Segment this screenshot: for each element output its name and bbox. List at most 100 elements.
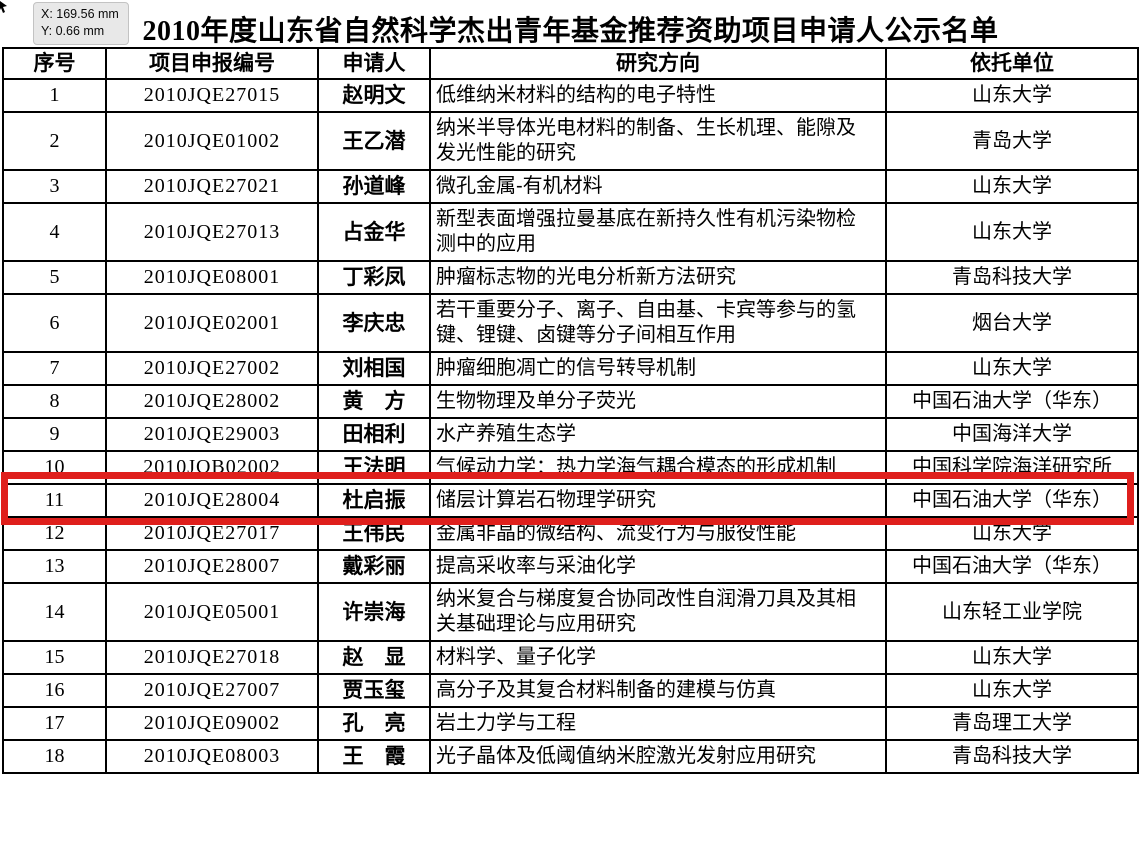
cell-institution: 山东大学 <box>885 78 1139 113</box>
table-row[interactable]: 2 2010JQE01002 王乙潜 纳米半导体光电材料的制备、生长机理、能隙及… <box>2 111 1139 171</box>
cell-serial-number: 7 <box>2 351 107 386</box>
cell-research-area: 高分子及其复合材料制备的建模与仿真 <box>429 673 887 708</box>
cell-project-code: 2010JQE28004 <box>105 483 319 518</box>
cell-serial-number: 1 <box>2 78 107 113</box>
column-header-research: 研究方向 <box>429 47 887 80</box>
cell-applicant-name: 王乙潜 <box>317 111 431 171</box>
cell-institution: 山东大学 <box>885 640 1139 675</box>
cell-applicant-name: 刘相国 <box>317 351 431 386</box>
cell-institution: 中国石油大学（华东） <box>885 549 1139 584</box>
cell-institution: 青岛科技大学 <box>885 739 1139 774</box>
cell-serial-number: 18 <box>2 739 107 774</box>
cell-institution: 青岛大学 <box>885 111 1139 171</box>
cell-institution: 山东大学 <box>885 673 1139 708</box>
table-row[interactable]: 3 2010JQE27021 孙道峰 微孔金属-有机材料 山东大学 <box>2 169 1139 204</box>
cell-applicant-name: 王伟民 <box>317 516 431 551</box>
cell-research-area: 储层计算岩石物理学研究 <box>429 483 887 518</box>
cell-project-code: 2010JQE27018 <box>105 640 319 675</box>
table-row[interactable]: 8 2010JQE28002 黄 方 生物物理及单分子荧光 中国石油大学（华东） <box>2 384 1139 419</box>
cell-project-code: 2010JQE01002 <box>105 111 319 171</box>
table-row[interactable]: 4 2010JQE27013 占金华 新型表面增强拉曼基底在新持久性有机污染物检… <box>2 202 1139 262</box>
cell-serial-number: 6 <box>2 293 107 353</box>
cell-applicant-name: 李庆忠 <box>317 293 431 353</box>
applicants-table: 序号 项目申报编号 申请人 研究方向 依托单位 1 2010JQE27015 赵… <box>2 47 1139 774</box>
table-row[interactable]: 14 2010JQE05001 许崇海 纳米复合与梯度复合协同改性自润滑刀具及其… <box>2 582 1139 642</box>
cell-research-area: 纳米半导体光电材料的制备、生长机理、能隙及发光性能的研究 <box>429 111 887 171</box>
table-header-row: 序号 项目申报编号 申请人 研究方向 依托单位 <box>2 47 1139 80</box>
cell-project-code: 2010JQE27007 <box>105 673 319 708</box>
cell-serial-number: 2 <box>2 111 107 171</box>
cell-serial-number: 17 <box>2 706 107 741</box>
cell-institution: 山东大学 <box>885 516 1139 551</box>
cell-serial-number: 16 <box>2 673 107 708</box>
coordinate-tooltip: X: 169.56 mm Y: 0.66 mm <box>33 2 129 45</box>
table-row[interactable]: 13 2010JQE28007 戴彩丽 提高采收率与采油化学 中国石油大学（华东… <box>2 549 1139 584</box>
cell-serial-number: 11 <box>2 483 107 518</box>
column-header-no: 序号 <box>2 47 107 80</box>
cell-research-area: 低维纳米材料的结构的电子特性 <box>429 78 887 113</box>
cell-institution: 烟台大学 <box>885 293 1139 353</box>
cell-project-code: 2010JQE05001 <box>105 582 319 642</box>
table-row[interactable]: 7 2010JQE27002 刘相国 肿瘤细胞凋亡的信号转导机制 山东大学 <box>2 351 1139 386</box>
cell-research-area: 岩土力学与工程 <box>429 706 887 741</box>
cell-research-area: 光子晶体及低阈值纳米腔激光发射应用研究 <box>429 739 887 774</box>
tooltip-x-value: X: 169.56 mm <box>41 7 119 21</box>
cell-serial-number: 4 <box>2 202 107 262</box>
cell-research-area: 新型表面增强拉曼基底在新持久性有机污染物检测中的应用 <box>429 202 887 262</box>
cell-institution: 青岛理工大学 <box>885 706 1139 741</box>
cell-institution: 中国海洋大学 <box>885 417 1139 452</box>
cell-institution: 青岛科技大学 <box>885 260 1139 295</box>
cell-research-area: 若干重要分子、离子、自由基、卡宾等参与的氢键、锂键、卤键等分子间相互作用 <box>429 293 887 353</box>
cell-project-code: 2010JQE29003 <box>105 417 319 452</box>
cell-project-code: 2010JQE27015 <box>105 78 319 113</box>
cell-project-code: 2010JQE02001 <box>105 293 319 353</box>
cell-research-area: 金属非晶的微结构、流变行为与服役性能 <box>429 516 887 551</box>
cell-applicant-name: 许崇海 <box>317 582 431 642</box>
cell-serial-number: 8 <box>2 384 107 419</box>
cell-project-code: 2010JQB02002 <box>105 450 319 485</box>
table-row[interactable]: 15 2010JQE27018 赵 显 材料学、量子化学 山东大学 <box>2 640 1139 675</box>
cell-applicant-name: 丁彩凤 <box>317 260 431 295</box>
table-row[interactable]: 1 2010JQE27015 赵明文 低维纳米材料的结构的电子特性 山东大学 <box>2 78 1139 113</box>
cell-project-code: 2010JQE27013 <box>105 202 319 262</box>
cell-applicant-name: 王 霞 <box>317 739 431 774</box>
cell-institution: 中国科学院海洋研究所 <box>885 450 1139 485</box>
cell-applicant-name: 孔 亮 <box>317 706 431 741</box>
tooltip-y-value: Y: 0.66 mm <box>41 23 105 38</box>
cell-project-code: 2010JQE27002 <box>105 351 319 386</box>
table-body: 1 2010JQE27015 赵明文 低维纳米材料的结构的电子特性 山东大学 2… <box>2 78 1139 774</box>
cell-applicant-name: 占金华 <box>317 202 431 262</box>
cell-applicant-name: 孙道峰 <box>317 169 431 204</box>
cell-research-area: 生物物理及单分子荧光 <box>429 384 887 419</box>
cell-institution: 山东大学 <box>885 351 1139 386</box>
cell-project-code: 2010JQE27017 <box>105 516 319 551</box>
table-row[interactable]: 10 2010JQB02002 王法明 气候动力学：热力学海气耦合模态的形成机制… <box>2 450 1139 485</box>
cell-applicant-name: 赵 显 <box>317 640 431 675</box>
cell-serial-number: 13 <box>2 549 107 584</box>
cell-serial-number: 10 <box>2 450 107 485</box>
cell-research-area: 纳米复合与梯度复合协同改性自润滑刀具及其相关基础理论与应用研究 <box>429 582 887 642</box>
cell-project-code: 2010JQE28007 <box>105 549 319 584</box>
cell-project-code: 2010JQE08003 <box>105 739 319 774</box>
cell-research-area: 微孔金属-有机材料 <box>429 169 887 204</box>
cell-institution: 山东大学 <box>885 169 1139 204</box>
table-row[interactable]: 12 2010JQE27017 王伟民 金属非晶的微结构、流变行为与服役性能 山… <box>2 516 1139 551</box>
page-title: 2010年度山东省自然科学杰出青年基金推荐资助项目申请人公示名单 <box>142 16 999 47</box>
table-row[interactable]: 17 2010JQE09002 孔 亮 岩土力学与工程 青岛理工大学 <box>2 706 1139 741</box>
cell-serial-number: 9 <box>2 417 107 452</box>
table-row[interactable]: 5 2010JQE08001 丁彩凤 肿瘤标志物的光电分析新方法研究 青岛科技大… <box>2 260 1139 295</box>
cell-institution: 山东大学 <box>885 202 1139 262</box>
table-row[interactable]: 16 2010JQE27007 贾玉玺 高分子及其复合材料制备的建模与仿真 山东… <box>2 673 1139 708</box>
table-row[interactable]: 18 2010JQE08003 王 霞 光子晶体及低阈值纳米腔激光发射应用研究 … <box>2 739 1139 774</box>
cell-serial-number: 12 <box>2 516 107 551</box>
table-row[interactable]: 11 2010JQE28004 杜启振 储层计算岩石物理学研究 中国石油大学（华… <box>2 483 1139 518</box>
table-row[interactable]: 6 2010JQE02001 李庆忠 若干重要分子、离子、自由基、卡宾等参与的氢… <box>2 293 1139 353</box>
cell-research-area: 肿瘤标志物的光电分析新方法研究 <box>429 260 887 295</box>
cell-research-area: 肿瘤细胞凋亡的信号转导机制 <box>429 351 887 386</box>
cell-research-area: 材料学、量子化学 <box>429 640 887 675</box>
column-header-institution: 依托单位 <box>885 47 1139 80</box>
column-header-applicant: 申请人 <box>317 47 431 80</box>
cell-research-area: 水产养殖生态学 <box>429 417 887 452</box>
table-row[interactable]: 9 2010JQE29003 田相利 水产养殖生态学 中国海洋大学 <box>2 417 1139 452</box>
